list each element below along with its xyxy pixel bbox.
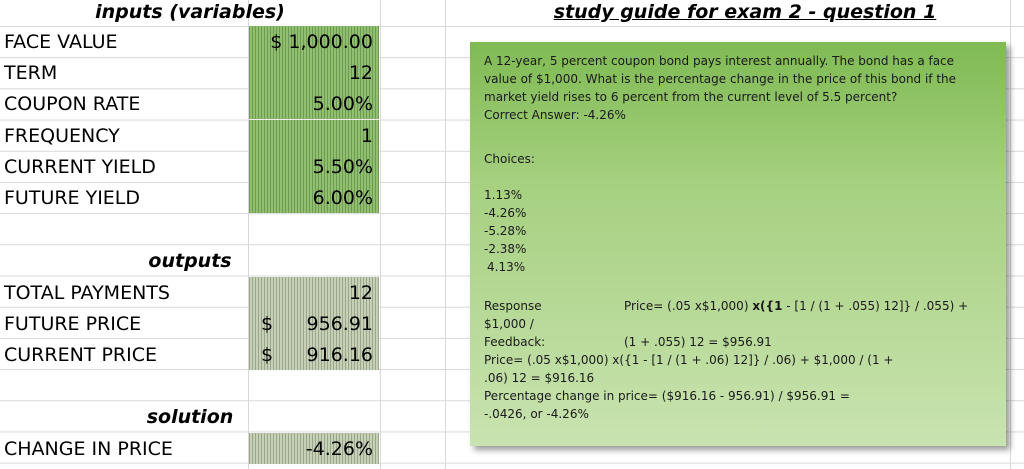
text-line: Response	[484, 299, 542, 313]
text-box: A 12-year, 5 percent coupon bond pays in…	[470, 42, 1006, 446]
value-cell: 12	[249, 276, 379, 308]
row-label: CHANGE IN PRICE	[4, 437, 173, 460]
cell-value: 12	[348, 62, 373, 85]
text-line: Choices:	[484, 152, 535, 166]
currency-symbol: $	[261, 344, 274, 367]
text-line: Price= (.05 x$1,000) x({1 - [1 / (1 + .0…	[624, 299, 968, 313]
value-cell: $956.91	[249, 308, 379, 339]
value-cell: -4.26%	[249, 432, 379, 464]
study-guide-title: study guide for exam 2 - question 1	[553, 1, 937, 23]
value-cell: $916.16	[249, 339, 379, 371]
value-cell: 1	[249, 119, 379, 151]
row-label: TOTAL PAYMENTS	[4, 281, 170, 304]
text-line: -2.38%	[484, 242, 527, 256]
table-row: CHANGE IN PRICE -4.26%	[0, 432, 380, 464]
text-line: Price= (.05 x$1,000) x({1 - [1 / (1 + .0…	[484, 353, 894, 367]
row-label: FREQUENCY	[4, 124, 120, 147]
text-line: $1,000 /	[484, 317, 534, 331]
row-label: TERM	[4, 62, 58, 85]
cell-value: 5.00%	[312, 93, 373, 116]
text-line: 1.13%	[484, 188, 523, 202]
text-line: -.0426, or -4.26%	[484, 407, 589, 421]
text-line: .06) 12 = $916.16	[484, 371, 595, 385]
text-line: A 12-year, 5 percent coupon bond pays in…	[484, 54, 955, 68]
text-line: Percentage change in price= ($916.16 - 9…	[484, 389, 850, 403]
text-line: Correct Answer: -4.26%	[484, 108, 626, 122]
cell-value: 12	[348, 281, 373, 304]
table-row: FUTURE YIELD 6.00%	[0, 182, 380, 213]
cell-value: 1	[360, 124, 373, 147]
row-label: FACE VALUE	[4, 31, 118, 53]
text-line: market yield rises to 6 percent from the…	[484, 90, 898, 104]
cell-value: 5.50%	[312, 155, 373, 178]
column-line	[248, 0, 249, 469]
row-label: FUTURE YIELD	[4, 187, 141, 209]
section-title: solution	[146, 406, 234, 428]
table-row: FUTURE PRICE $956.91	[0, 308, 380, 339]
text-line: -5.28%	[484, 224, 527, 238]
cell-value: 956.91	[306, 313, 373, 335]
text-line: Feedback:	[484, 335, 546, 349]
section-title: outputs	[148, 250, 232, 272]
text: x({1	[752, 299, 783, 313]
text-line: (1 + .055) 12 = $956.91	[624, 335, 772, 349]
value-cell: 12	[249, 57, 379, 89]
table-row: CURRENT YIELD 5.50%	[0, 150, 380, 182]
text-line: value of $1,000. What is the percentage …	[484, 72, 957, 86]
text: Price= (.05 x$1,000)	[624, 299, 753, 313]
section-title: inputs (variables)	[95, 1, 285, 23]
text-line: -4.26%	[484, 206, 527, 220]
currency-symbol: $	[261, 313, 274, 335]
table-row: COUPON RATE 5.00%	[0, 88, 380, 120]
row-label: FUTURE PRICE	[4, 313, 142, 335]
table-row: FREQUENCY 1	[0, 119, 380, 151]
table-row: CURRENT PRICE $916.16	[0, 339, 380, 371]
cell-value: 6.00%	[312, 187, 373, 209]
column-line	[1010, 0, 1011, 469]
text-line: 4.13%	[487, 260, 526, 274]
value-cell: 5.50%	[249, 150, 379, 182]
table-row: FACE VALUE $ 1,000.00	[0, 26, 380, 57]
column-line	[380, 0, 381, 469]
text: - [1 / (1 + .055) 12]} / .055) +	[782, 299, 969, 313]
row-label: CURRENT YIELD	[4, 155, 156, 178]
value-cell: $ 1,000.00	[249, 26, 379, 57]
cell-value: -4.26%	[305, 437, 373, 460]
table-row: TERM 12	[0, 57, 380, 89]
column-line	[445, 0, 446, 469]
value-cell: 5.00%	[249, 88, 379, 120]
cell-value: $ 1,000.00	[270, 31, 373, 53]
value-cell: 6.00%	[249, 182, 379, 213]
row-label: CURRENT PRICE	[4, 344, 157, 367]
cell-value: 916.16	[306, 344, 373, 367]
row-label: COUPON RATE	[4, 93, 141, 116]
table-row: TOTAL PAYMENTS 12	[0, 276, 380, 308]
